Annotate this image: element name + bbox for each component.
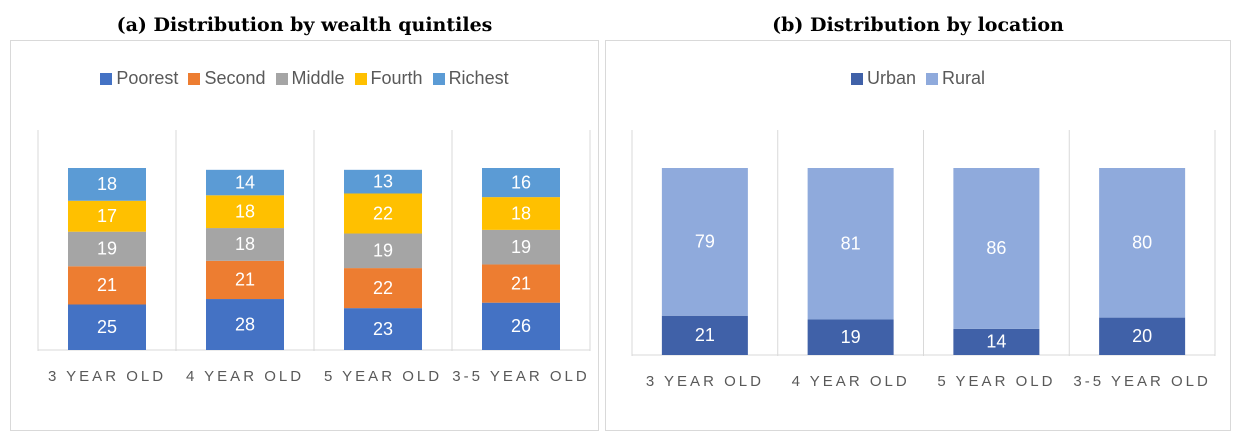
- bar-segment: [482, 168, 560, 198]
- data-label: 22: [373, 203, 393, 223]
- legend-item: Richest: [432, 68, 509, 89]
- data-label: 18: [97, 174, 117, 194]
- bar-segment: [344, 268, 422, 309]
- legend: Urban Rural: [605, 68, 1231, 89]
- bar-segment: [482, 197, 560, 230]
- data-label: 19: [97, 239, 117, 259]
- data-label: 13: [373, 171, 393, 191]
- x-tick-label: 3-5 YEAR OLD: [452, 368, 590, 385]
- chart-frame: [10, 40, 599, 431]
- data-label: 18: [235, 201, 255, 221]
- chart-title: (b) Distribution by location: [772, 14, 1064, 36]
- x-tick-label: 5 YEAR OLD: [937, 373, 1056, 390]
- data-label: 80: [1132, 233, 1152, 253]
- legend-swatch: [850, 72, 863, 85]
- legend-swatch: [275, 72, 288, 85]
- bar-segment: [344, 308, 422, 350]
- bar-segment: [482, 229, 560, 265]
- bar-segment: [206, 169, 284, 196]
- bar-segment: [68, 168, 146, 201]
- bar-segment: [206, 228, 284, 261]
- data-label: 19: [511, 237, 531, 257]
- data-label: 18: [511, 203, 531, 223]
- legend-swatch: [188, 72, 201, 85]
- legend-item: Poorest: [100, 68, 178, 89]
- bar-segment: [661, 315, 748, 355]
- legend-swatch: [354, 72, 367, 85]
- data-label: 18: [235, 234, 255, 254]
- legend-item: Urban: [850, 68, 916, 89]
- legend-item: Fourth: [354, 68, 423, 89]
- bar-segment: [1099, 168, 1186, 318]
- x-tick-label: 4 YEAR OLD: [791, 373, 910, 390]
- legend-label: Rural: [942, 68, 986, 88]
- data-label: 21: [511, 273, 531, 293]
- data-label: 22: [373, 278, 393, 298]
- bar-segment: [661, 168, 748, 316]
- bar-segment: [206, 260, 284, 300]
- data-label: 20: [1132, 326, 1152, 346]
- data-label: 21: [695, 325, 715, 345]
- x-tick-label: 3 YEAR OLD: [645, 373, 764, 390]
- legend-label: Fourth: [370, 68, 423, 88]
- data-label: 21: [97, 275, 117, 295]
- bar-segment: [953, 328, 1040, 355]
- bar-segment: [344, 169, 422, 194]
- data-label: 23: [373, 319, 393, 339]
- x-tick-label: 3 YEAR OLD: [47, 368, 167, 385]
- bar-segment: [482, 264, 560, 303]
- data-label: 19: [373, 241, 393, 261]
- data-label: 19: [841, 327, 861, 347]
- legend-label: Poorest: [116, 68, 179, 88]
- legend-item: Middle: [275, 68, 345, 89]
- bar-segment: [807, 168, 894, 320]
- bar-segment: [206, 195, 284, 229]
- legend-label: Second: [204, 68, 266, 88]
- bar-segment: [1099, 317, 1186, 355]
- data-label: 28: [235, 314, 255, 334]
- data-label: 81: [841, 233, 861, 253]
- data-label: 14: [235, 172, 255, 192]
- data-label: 17: [97, 206, 117, 226]
- chart-frame: [605, 40, 1231, 431]
- legend-label: Urban: [866, 68, 916, 88]
- bar-segment: [344, 193, 422, 234]
- bar-segment: [953, 168, 1040, 329]
- bar-segment: [807, 319, 894, 355]
- legend-label: Richest: [448, 68, 509, 88]
- data-label: 26: [511, 316, 531, 336]
- bar-segment: [68, 266, 146, 305]
- legend-label: Middle: [291, 68, 345, 88]
- legend-item: Second: [188, 68, 266, 89]
- x-tick-label: 5 YEAR OLD: [323, 368, 443, 385]
- legend-swatch: [926, 72, 938, 85]
- data-label: 79: [695, 232, 715, 252]
- legend: Poorest Second Middle Fourth Richest: [10, 68, 599, 89]
- bar-segment: [68, 231, 146, 267]
- legend-swatch: [432, 72, 445, 85]
- x-tick-label: 3-5 YEAR OLD: [1073, 373, 1211, 390]
- bar-segment: [68, 200, 146, 232]
- data-label: 25: [97, 317, 117, 337]
- chart-title: (a) Distribution by wealth quintiles: [116, 14, 493, 36]
- legend-item: Rural: [926, 68, 985, 89]
- data-label: 86: [986, 238, 1006, 258]
- bar-segment: [206, 299, 284, 350]
- legend-swatch: [100, 72, 113, 85]
- data-label: 14: [986, 332, 1006, 352]
- bar-segment: [482, 302, 560, 350]
- bar-segment: [344, 233, 422, 269]
- x-tick-label: 4 YEAR OLD: [185, 368, 305, 385]
- data-label: 21: [235, 270, 255, 290]
- data-label: 16: [511, 172, 531, 192]
- bar-segment: [68, 304, 146, 350]
